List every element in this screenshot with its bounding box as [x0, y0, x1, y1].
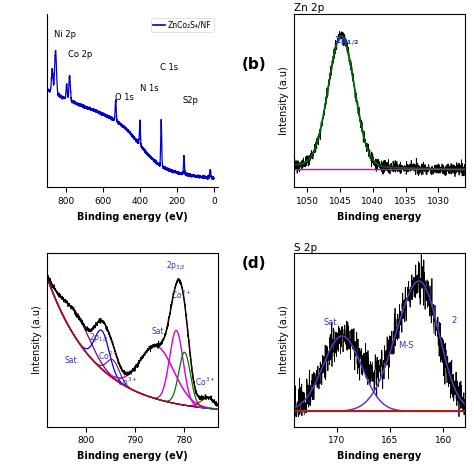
Text: Co$^{3+}$: Co$^{3+}$: [118, 375, 138, 388]
X-axis label: Binding energy (eV): Binding energy (eV): [77, 212, 188, 222]
Text: Co$^{2+}$: Co$^{2+}$: [98, 349, 118, 362]
Text: Zn 2p: Zn 2p: [294, 3, 325, 13]
Text: N 1s: N 1s: [139, 84, 158, 93]
X-axis label: Binding energy: Binding energy: [337, 212, 421, 222]
Y-axis label: Intensity (a.u): Intensity (a.u): [32, 306, 42, 374]
Text: Co$^{3+}$: Co$^{3+}$: [195, 375, 216, 388]
Text: O 1s: O 1s: [115, 93, 134, 102]
X-axis label: Binding energy: Binding energy: [337, 451, 421, 461]
Text: C 1s: C 1s: [160, 63, 178, 72]
Text: Sat.: Sat.: [64, 356, 79, 365]
Text: Sat.: Sat.: [152, 327, 167, 336]
Legend: ZnCo₂S₄/NF: ZnCo₂S₄/NF: [151, 18, 214, 32]
Text: Ni 2p: Ni 2p: [55, 30, 76, 39]
Text: (b): (b): [241, 57, 266, 72]
Text: Co$^{2+}$: Co$^{2+}$: [171, 289, 191, 301]
Text: Sat.: Sat.: [323, 319, 340, 328]
Text: S2p: S2p: [182, 96, 198, 105]
Text: 2p$_{3/2}$: 2p$_{3/2}$: [166, 259, 186, 272]
Y-axis label: Intensity (a.u): Intensity (a.u): [279, 306, 289, 374]
Text: Co 2p: Co 2p: [68, 50, 92, 59]
X-axis label: Binding energy (eV): Binding energy (eV): [77, 451, 188, 461]
Y-axis label: Intensity (a.u): Intensity (a.u): [279, 66, 289, 135]
Text: S 2p: S 2p: [294, 243, 318, 253]
Text: (d): (d): [241, 256, 266, 271]
Text: 2p$_{1/2}$: 2p$_{1/2}$: [89, 331, 109, 344]
Text: M-S: M-S: [398, 341, 414, 350]
Text: 2: 2: [451, 316, 456, 325]
Text: $\mathbf{2p_{1/2}}$: $\mathbf{2p_{1/2}}$: [334, 34, 359, 47]
